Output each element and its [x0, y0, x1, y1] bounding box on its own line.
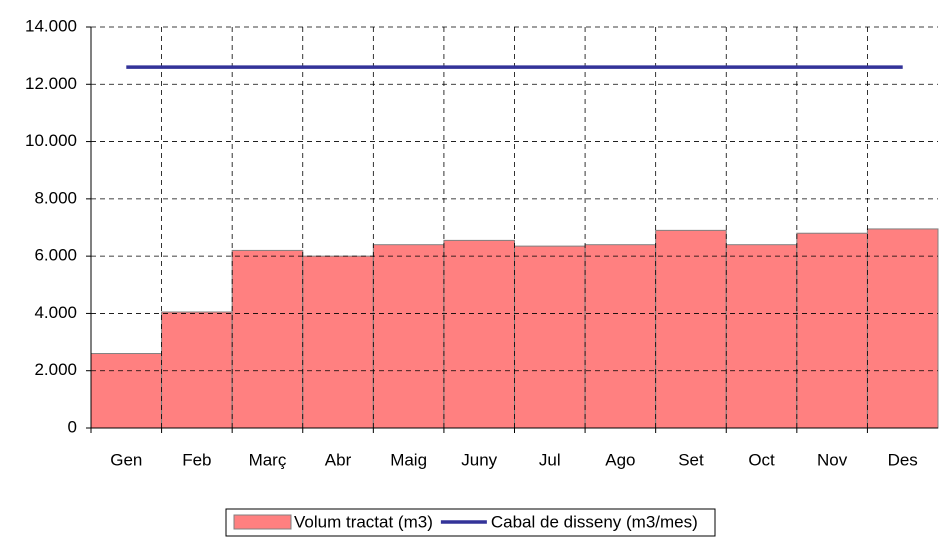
y-tick-label: 12.000	[25, 74, 77, 93]
y-tick-label: 0	[68, 417, 77, 436]
legend-label: Cabal de disseny (m3/mes)	[491, 512, 698, 531]
bar	[796, 232, 868, 429]
y-tick-label: 8.000	[34, 188, 77, 207]
bar	[443, 239, 515, 429]
x-tick-label: Març	[249, 450, 287, 469]
bar	[725, 244, 798, 429]
bar	[161, 311, 233, 429]
y-tick-label: 10.000	[25, 131, 77, 150]
x-tick-label: Nov	[817, 450, 848, 469]
legend-swatch	[233, 514, 292, 530]
x-tick-label: Set	[678, 450, 704, 469]
legend-label: Volum tractat (m3)	[294, 512, 433, 531]
x-tick-label: Jul	[539, 450, 561, 469]
bar	[231, 249, 304, 429]
bar	[655, 229, 727, 429]
bar	[514, 245, 586, 429]
y-tick-label: 6.000	[34, 246, 77, 265]
x-tick-label: Oct	[748, 450, 775, 469]
y-tick-label: 4.000	[34, 303, 77, 322]
x-tick-label: Gen	[110, 450, 142, 469]
x-tick-label: Abr	[325, 450, 352, 469]
x-tick-label: Juny	[461, 450, 497, 469]
y-tick-label: 2.000	[34, 360, 77, 379]
bar	[866, 228, 939, 429]
bar	[372, 244, 445, 429]
x-tick-label: Des	[888, 450, 918, 469]
x-tick-label: Maig	[390, 450, 427, 469]
bar	[584, 244, 657, 429]
x-tick-label: Feb	[182, 450, 211, 469]
bar	[90, 353, 163, 429]
bar	[302, 255, 374, 429]
y-tick-label: 14.000	[25, 16, 77, 35]
x-tick-label: Ago	[605, 450, 635, 469]
